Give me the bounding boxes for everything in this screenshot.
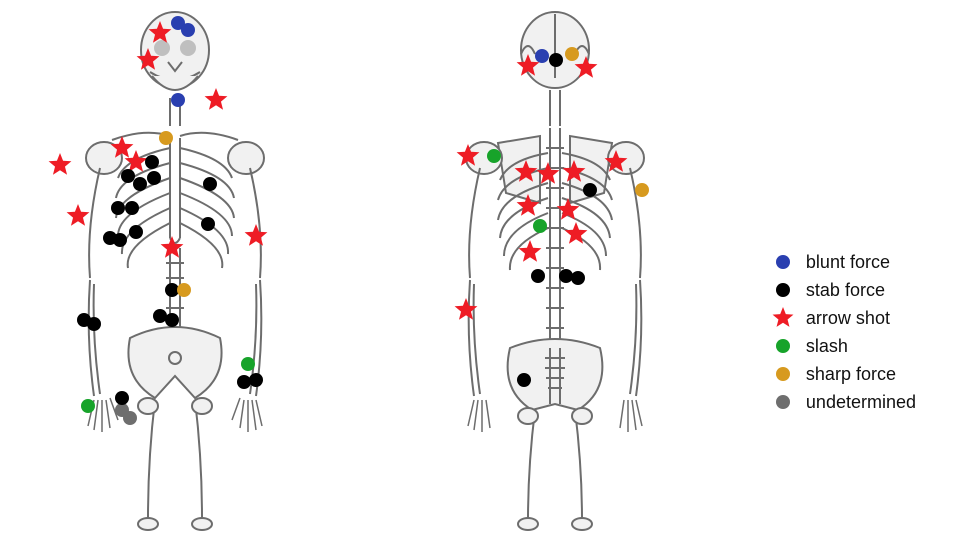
legend-row-arrow: arrow shot (772, 307, 916, 329)
marker-arrow (456, 144, 480, 168)
skeleton-back (400, 8, 710, 532)
marker-slash (533, 219, 547, 233)
marker-arrow (160, 236, 184, 260)
figure-stage: blunt force stab force arrow shot slash shar… (0, 0, 960, 540)
marker-stab (549, 53, 563, 67)
marker-stab (531, 269, 545, 283)
legend-row-sharp: sharp force (772, 363, 916, 385)
marker-stab (201, 217, 215, 231)
blunt-swatch (772, 251, 794, 273)
marker-arrow (244, 224, 268, 248)
marker-arrow (514, 160, 538, 184)
marker-undet (123, 411, 137, 425)
marker-stab (145, 155, 159, 169)
marker-sharp (159, 131, 173, 145)
arrow-swatch (772, 307, 794, 329)
marker-stab (203, 177, 217, 191)
marker-arrow (604, 150, 628, 174)
marker-arrow (574, 56, 598, 80)
stab-swatch (772, 279, 794, 301)
legend-label: arrow shot (806, 308, 890, 329)
marker-arrow (48, 153, 72, 177)
legend: blunt force stab force arrow shot slash shar… (772, 245, 916, 419)
marker-slash (241, 357, 255, 371)
marker-arrow (204, 88, 228, 112)
marker-slash (487, 149, 501, 163)
marker-stab (517, 373, 531, 387)
marker-stab (249, 373, 263, 387)
marker-stab (111, 201, 125, 215)
marker-blunt (181, 23, 195, 37)
marker-stab (113, 233, 127, 247)
marker-arrow (518, 240, 542, 264)
legend-label: blunt force (806, 252, 890, 273)
skeleton-front (20, 8, 330, 532)
marker-arrow (136, 48, 160, 72)
legend-label: stab force (806, 280, 885, 301)
marker-stab (115, 391, 129, 405)
marker-arrow (556, 198, 580, 222)
legend-label: sharp force (806, 364, 896, 385)
legend-label: slash (806, 336, 848, 357)
marker-stab (129, 225, 143, 239)
marker-arrow (562, 160, 586, 184)
sharp-swatch (772, 363, 794, 385)
marker-sharp (177, 283, 191, 297)
marker-stab (133, 177, 147, 191)
marker-stab (87, 317, 101, 331)
marker-blunt (171, 93, 185, 107)
slash-swatch (772, 335, 794, 357)
legend-row-stab: stab force (772, 279, 916, 301)
marker-arrow (454, 298, 478, 322)
marker-stab (147, 171, 161, 185)
legend-row-blunt: blunt force (772, 251, 916, 273)
marker-arrow (516, 194, 540, 218)
legend-row-undet: undetermined (772, 391, 916, 413)
marker-stab (571, 271, 585, 285)
undet-swatch (772, 391, 794, 413)
marker-arrow (564, 222, 588, 246)
marker-arrow (516, 54, 540, 78)
legend-label: undetermined (806, 392, 916, 413)
marker-stab (583, 183, 597, 197)
marker-stab (125, 201, 139, 215)
marker-arrow (148, 21, 172, 45)
legend-row-slash: slash (772, 335, 916, 357)
marker-slash (81, 399, 95, 413)
marker-sharp (635, 183, 649, 197)
marker-arrow (66, 204, 90, 228)
marker-stab (165, 313, 179, 327)
marker-arrow (536, 162, 560, 186)
